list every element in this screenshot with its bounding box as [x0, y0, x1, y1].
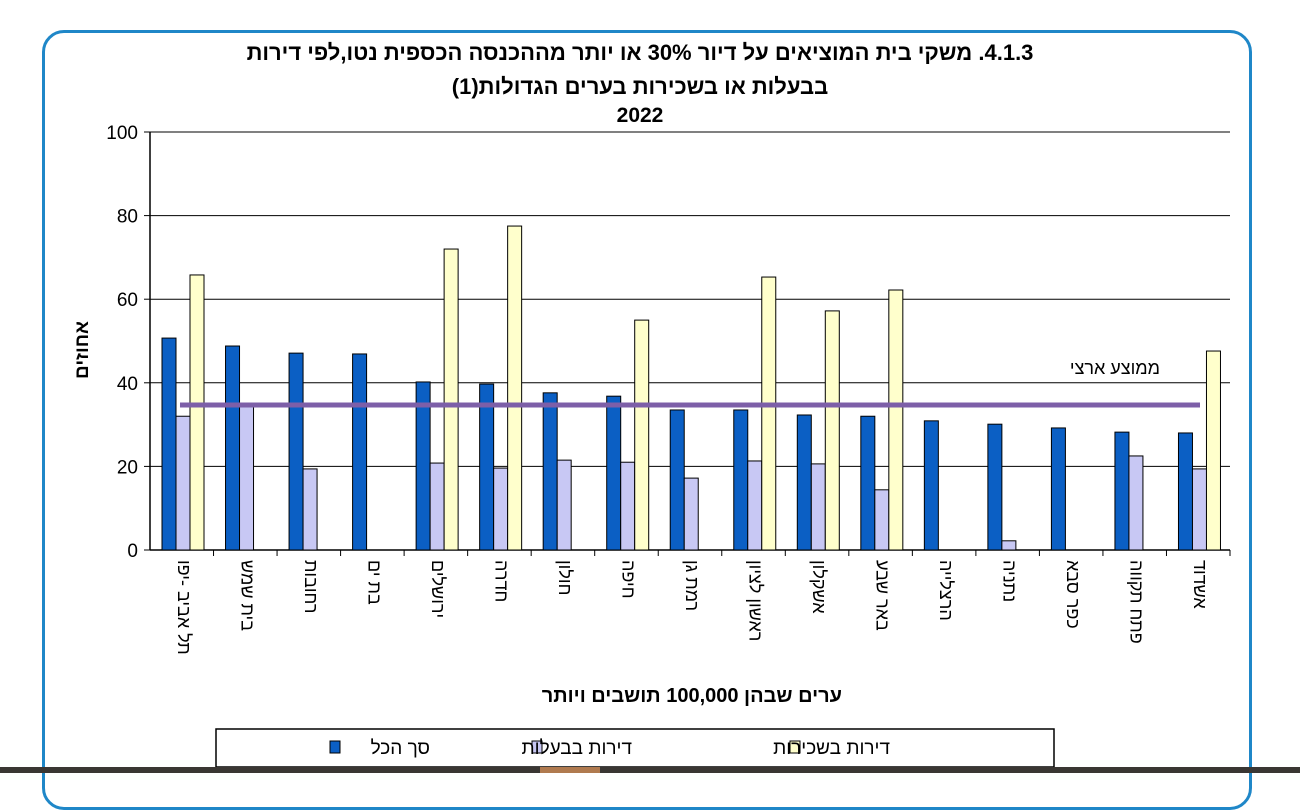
legend [215, 728, 1055, 768]
bar-total [479, 383, 495, 551]
y-tick-label: 80 [117, 207, 138, 228]
x-tick-label: רחובות [301, 560, 321, 613]
x-tick-label: ירושלים [428, 560, 448, 618]
y-tick-label: 20 [117, 457, 138, 478]
x-tick-label: חולון [555, 560, 575, 595]
bar-rented [189, 274, 205, 551]
legend-label: דירות בשכירות [773, 738, 890, 759]
bar-owned [175, 415, 191, 551]
y-tick-label: 100 [106, 123, 138, 144]
bar-total [288, 352, 304, 551]
x-tick-label: באר שבע [873, 560, 893, 631]
bar-owned [493, 467, 509, 551]
bar-chart: 0 20 40 60 80 100 תל אביב -יפו בית שמש רחובות בת … [72, 123, 1231, 768]
bar-owned [556, 459, 572, 551]
bar-total [733, 409, 749, 551]
bar-total [161, 337, 177, 551]
bar-owned [1001, 540, 1017, 551]
bar-rented [634, 319, 650, 551]
bar-total [1177, 432, 1193, 551]
y-tick-label: 0 [127, 541, 138, 562]
bar-total [796, 414, 812, 551]
bar-total [860, 415, 876, 551]
bar-total [669, 409, 685, 551]
bar-total [352, 353, 368, 551]
bar-owned [302, 468, 318, 551]
x-tick-label: חדרה [491, 560, 511, 602]
x-tick-label: פתח תקווה [1127, 560, 1147, 644]
bar-rented [824, 310, 840, 551]
y-axis-label: אחוזים [72, 321, 93, 379]
bar-total [606, 395, 622, 551]
chart-title: 4.1.3. משקי בית המוציאים על דיור 30% או … [246, 40, 1034, 65]
x-tick-label: אשקלון [809, 560, 829, 614]
bar-total [987, 423, 1003, 551]
x-tick-label: כפר סבא [1063, 560, 1083, 629]
bar-owned [239, 405, 255, 551]
bar-rented [443, 248, 459, 551]
bar-rented [761, 276, 777, 551]
legend-label: דירות בבעלות [522, 738, 633, 759]
bar-owned [429, 462, 445, 551]
legend-swatch [329, 740, 341, 754]
bar-rented [888, 289, 904, 551]
y-tick-label: 60 [117, 290, 138, 311]
y-tick-label: 40 [117, 374, 138, 395]
x-tick-label: רמת גן [682, 560, 702, 611]
legend-label: סך הכל [371, 738, 430, 759]
bar-owned [1191, 468, 1207, 551]
chart-year: 2022 [616, 104, 664, 127]
bar-rented [507, 225, 523, 551]
bar-owned [620, 461, 636, 551]
x-tick-label: בת ים [364, 560, 384, 605]
bar-rented [1205, 350, 1221, 551]
legend-swatch [789, 740, 801, 754]
x-tick-label: נתניה [1000, 560, 1020, 602]
x-tick-label: הרצלייה [936, 560, 956, 621]
bar-total [225, 345, 241, 551]
x-tick-label: חיפה [618, 560, 638, 599]
bar-owned [874, 489, 890, 551]
bar-owned [683, 477, 699, 551]
chart-subtitle: בבעלות או בשכירות בערים הגדולות(1) [451, 74, 829, 99]
x-tick-label: ראשון לציון [746, 560, 766, 641]
bottom-taskbar-strip [0, 767, 1300, 773]
bar-owned [1128, 455, 1144, 551]
national-average-label: ממוצע ארצי [1070, 358, 1160, 378]
bar-total [1050, 427, 1066, 551]
x-axis-label: ערים שבהן 100,000 תושבים ויותר [542, 685, 842, 707]
bar-total [1114, 431, 1130, 551]
bar-owned [810, 463, 826, 551]
x-tick-label: תל אביב -יפו [174, 560, 194, 655]
bar-total [542, 392, 558, 551]
bar-owned [747, 460, 763, 551]
x-tick-label: בית שמש [237, 560, 257, 631]
x-tick-label: אשדוד [1190, 560, 1210, 609]
bar-total [923, 420, 939, 551]
legend-swatch [531, 740, 543, 754]
